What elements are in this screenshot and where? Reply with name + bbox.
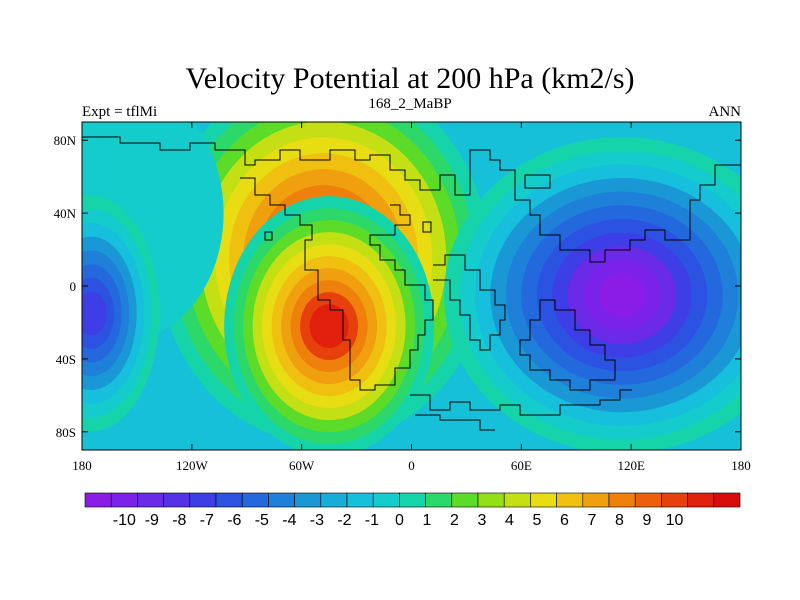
colorbar-swatch xyxy=(661,492,688,508)
subtitle-right: ANN xyxy=(709,104,742,120)
colorbar-swatch xyxy=(425,492,453,508)
x-axis: 180 120W 60W 0 60E 120E 180 xyxy=(72,122,751,473)
colorbar: -10 -9 -8 -7 -6 -5 -4 -3 -2 -1 0 1 2 3 4 5 6 7 8 9 10 xyxy=(84,492,741,529)
contour-level-south_america_lobe-9 xyxy=(309,304,349,349)
colorbar-label: 1 xyxy=(422,512,431,529)
colorbar-label: 10 xyxy=(666,512,684,529)
colorbar-swatch xyxy=(241,492,269,508)
x-tick-label: 180 xyxy=(72,458,92,473)
colorbar-swatch xyxy=(530,492,557,508)
colorbar-label: 6 xyxy=(560,512,569,529)
colorbar-label: 0 xyxy=(395,512,404,529)
y-axis: 80N 40N 0 40S 80S xyxy=(54,133,741,440)
colorbar-label: -7 xyxy=(200,512,214,529)
colorbar-swatch xyxy=(556,492,584,508)
x-tick-label: 180 xyxy=(731,458,751,473)
colorbar-label: 8 xyxy=(615,512,624,529)
colorbar-swatch xyxy=(713,492,741,508)
colorbar-label: 3 xyxy=(477,512,486,529)
colorbar-label: -9 xyxy=(145,512,159,529)
colorbar-swatch xyxy=(137,492,164,508)
x-tick-label: 60E xyxy=(511,458,532,473)
colorbar-label: -4 xyxy=(282,512,296,529)
subtitle-left: Expt = tflMi xyxy=(82,104,157,120)
colorbar-label: -3 xyxy=(310,512,324,529)
colorbar-swatch xyxy=(110,492,138,508)
y-tick-label: 80N xyxy=(54,133,77,148)
coastline-outline xyxy=(82,136,741,431)
x-tick-label: 120E xyxy=(617,458,645,473)
colorbar-swatch xyxy=(608,492,636,508)
colorbar-label: 5 xyxy=(532,512,541,529)
colorbar-label: 4 xyxy=(505,512,514,529)
contour-fill-layers xyxy=(82,122,741,450)
x-tick-label: 60W xyxy=(289,458,315,473)
colorbar-label: -5 xyxy=(255,512,269,529)
colorbar-label: -8 xyxy=(172,512,186,529)
colorbar-swatch xyxy=(451,492,479,508)
colorbar-swatch xyxy=(503,492,531,508)
colorbar-swatch xyxy=(268,492,295,508)
colorbar-swatch xyxy=(215,492,243,508)
colorbar-label: 7 xyxy=(588,512,597,529)
colorbar-swatch xyxy=(294,492,322,508)
colorbar-swatch xyxy=(372,492,400,508)
y-tick-label: 0 xyxy=(70,279,77,294)
contour-level-indo_pacific_min-10 xyxy=(598,273,646,317)
x-tick-label: 0 xyxy=(408,458,415,473)
y-tick-label: 40S xyxy=(56,352,76,367)
colorbar-label: -10 xyxy=(113,512,136,529)
colorbar-swatch xyxy=(634,492,662,508)
y-tick-label: 40N xyxy=(54,206,77,221)
colorbar-swatch xyxy=(320,492,348,508)
colorbar-swatch xyxy=(346,492,374,508)
colorbar-swatch xyxy=(189,492,217,508)
contour-map xyxy=(82,122,741,450)
colorbar-label: 9 xyxy=(643,512,652,529)
chart-title: Velocity Potential at 200 hPa (km2/s) xyxy=(185,62,634,95)
contour-level-central_pacific_tail-7 xyxy=(82,291,107,336)
colorbar-swatch xyxy=(399,492,426,508)
colorbar-label: 2 xyxy=(450,512,459,529)
colorbar-swatch xyxy=(582,492,610,508)
colorbar-label: -6 xyxy=(227,512,241,529)
y-tick-label: 80S xyxy=(56,425,76,440)
colorbar-swatch xyxy=(687,492,715,508)
subtitle-center: 168_2_MaBP xyxy=(368,96,451,112)
colorbar-swatch xyxy=(84,492,112,508)
colorbar-swatch xyxy=(163,492,191,508)
x-tick-label: 120W xyxy=(176,458,209,473)
colorbar-label: -1 xyxy=(365,512,379,529)
colorbar-swatch xyxy=(477,492,505,508)
colorbar-label: -2 xyxy=(337,512,351,529)
